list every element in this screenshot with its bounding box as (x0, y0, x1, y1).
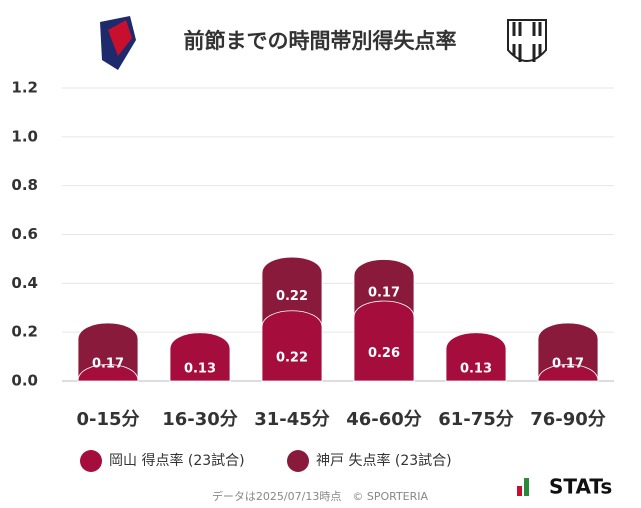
bar-segment (445, 332, 507, 382)
value-label: 0.22 (276, 289, 308, 304)
x-tick-label: 76-90分 (530, 409, 606, 430)
home-logo (100, 16, 136, 70)
y-tick-label: 0.6 (11, 225, 38, 243)
y-tick-label: 0.0 (11, 372, 38, 390)
x-tick-label: 16-30分 (162, 409, 238, 430)
legend-label: 神戸 失点率 (23試合) (316, 452, 452, 469)
legend-swatch (287, 450, 309, 472)
footer: データは2025/07/13時点 © SPORTERIA (212, 489, 429, 503)
legend-label: 岡山 得点率 (23試合) (109, 452, 245, 469)
bar-segment (537, 364, 599, 382)
y-tick-label: 0.8 (11, 176, 38, 194)
value-label: 0.17 (552, 357, 584, 372)
value-label: 0.22 (276, 351, 308, 366)
y-tick-label: 1.0 (11, 127, 38, 145)
x-tick-label: 46-60分 (346, 409, 422, 430)
bar-segment (353, 300, 415, 382)
away-logo (507, 19, 547, 62)
value-label: 0.13 (460, 362, 492, 377)
x-tick-label: 61-75分 (438, 409, 514, 430)
bar-segment (169, 332, 231, 382)
value-label: 0.26 (368, 346, 400, 361)
y-tick-label: 1.2 (11, 79, 38, 97)
bar-segment (261, 310, 323, 382)
y-tick-label: 0.4 (11, 274, 38, 292)
bar-segment (77, 364, 139, 382)
x-tick-label: 0-15分 (76, 409, 139, 430)
y-tick-label: 0.2 (11, 323, 38, 341)
value-label: 0.13 (184, 362, 216, 377)
x-tick-label: 31-45分 (254, 409, 330, 430)
brand-logo: STATs (517, 475, 612, 499)
chart-title: 前節までの時間帯別得失点率 (184, 29, 457, 53)
value-label: 0.17 (92, 357, 124, 372)
brand: STATs (549, 475, 612, 499)
legend-swatch (80, 450, 102, 472)
value-label: 0.17 (368, 285, 400, 300)
